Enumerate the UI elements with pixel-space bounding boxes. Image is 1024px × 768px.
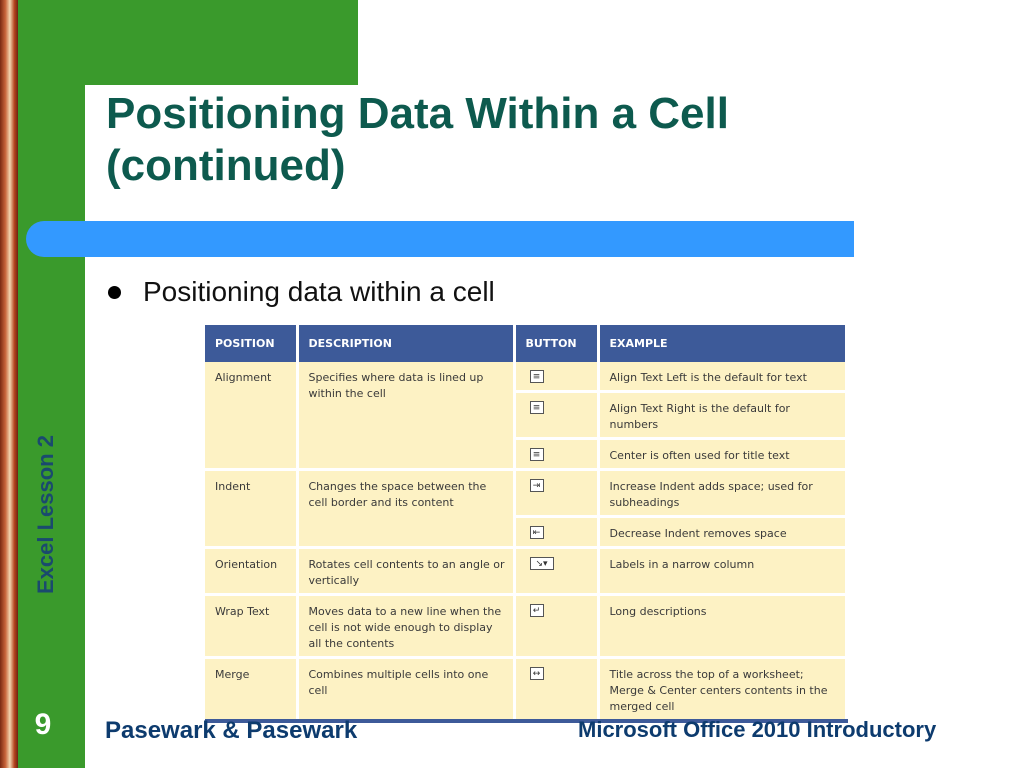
- footer-book-title: Microsoft Office 2010 Introductory: [578, 717, 937, 742]
- description-cell: Changes the space between the cell borde…: [297, 469, 516, 549]
- position-cell: Alignment: [205, 362, 299, 471]
- example-cell: Long descriptions: [598, 594, 848, 659]
- button-cell: ≡: [514, 438, 600, 471]
- green-top-band: [85, 0, 358, 85]
- merge-cells-icon: ↔: [529, 667, 544, 680]
- header-position: POSITION: [205, 325, 299, 362]
- slide-title: Positioning Data Within a Cell (continue…: [106, 89, 729, 190]
- description-cell: Combines multiple cells into one cell: [297, 657, 516, 723]
- position-cell: Merge: [205, 657, 299, 723]
- table-header-row: POSITION DESCRIPTION BUTTON EXAMPLE: [205, 325, 848, 362]
- lesson-label: Excel Lesson 2: [33, 435, 58, 595]
- table-row: Merge Combines multiple cells into one c…: [205, 657, 848, 723]
- orientation-icon: ↘▾: [529, 557, 554, 570]
- header-example: EXAMPLE: [598, 325, 848, 362]
- example-cell: Increase Indent adds space; used for sub…: [598, 469, 848, 518]
- page-number: 9: [34, 708, 52, 741]
- decrease-indent-icon: ⇤: [529, 526, 544, 539]
- increase-indent-icon: ⇥: [529, 479, 544, 492]
- bullet-dot-icon: [108, 285, 121, 299]
- position-cell: Orientation: [205, 547, 299, 596]
- table-row: Indent Changes the space between the cel…: [205, 469, 848, 549]
- header-description: DESCRIPTION: [297, 325, 516, 362]
- align-left-icon: ≡: [529, 370, 544, 383]
- table-row: ≡ Align Text Right is the default for nu…: [205, 391, 848, 440]
- align-right-icon: ≡: [529, 401, 544, 414]
- table-row: Wrap Text Moves data to a new line when …: [205, 594, 848, 659]
- wrap-text-icon: ↵: [529, 604, 544, 617]
- table-row: Orientation Rotates cell contents to an …: [205, 547, 848, 596]
- button-cell: ↵: [514, 594, 600, 659]
- example-cell: Decrease Indent removes space: [598, 516, 848, 549]
- table-row: Alignment Specifies where data is lined …: [205, 362, 848, 471]
- footer-author: Pasewark & Pasewark: [105, 717, 358, 744]
- example-cell: Labels in a narrow column: [598, 547, 848, 596]
- example-cell: Align Text Left is the default for text: [598, 362, 848, 393]
- position-cell: Indent: [205, 469, 299, 549]
- green-sidebar: [18, 0, 85, 768]
- description-cell: Rotates cell contents to an angle or ver…: [297, 547, 516, 596]
- button-cell: ≡: [514, 391, 600, 440]
- title-underline-bar: [26, 221, 854, 257]
- button-cell: ↔: [514, 657, 600, 723]
- example-cell: Align Text Right is the default for numb…: [598, 391, 848, 440]
- decorative-image-strip: [0, 0, 18, 768]
- table-row: ⇤ Decrease Indent removes space: [205, 516, 848, 549]
- description-cell: Specifies where data is lined up within …: [297, 362, 516, 471]
- button-cell: ⇤: [514, 516, 600, 549]
- table-row: ≡ Center is often used for title text: [205, 438, 848, 471]
- positioning-table: POSITION DESCRIPTION BUTTON EXAMPLE Alig…: [205, 325, 848, 723]
- description-cell: Moves data to a new line when the cell i…: [297, 594, 516, 659]
- position-cell: Wrap Text: [205, 594, 299, 659]
- button-cell: ≡: [514, 362, 600, 393]
- bullet-item: Positioning data within a cell: [108, 276, 495, 308]
- example-cell: Title across the top of a worksheet; Mer…: [598, 657, 848, 723]
- align-center-icon: ≡: [529, 448, 544, 461]
- header-button: BUTTON: [514, 325, 600, 362]
- example-cell: Center is often used for title text: [598, 438, 848, 471]
- button-cell: ⇥: [514, 469, 600, 518]
- bullet-text: Positioning data within a cell: [143, 276, 495, 307]
- button-cell: ↘▾: [514, 547, 600, 596]
